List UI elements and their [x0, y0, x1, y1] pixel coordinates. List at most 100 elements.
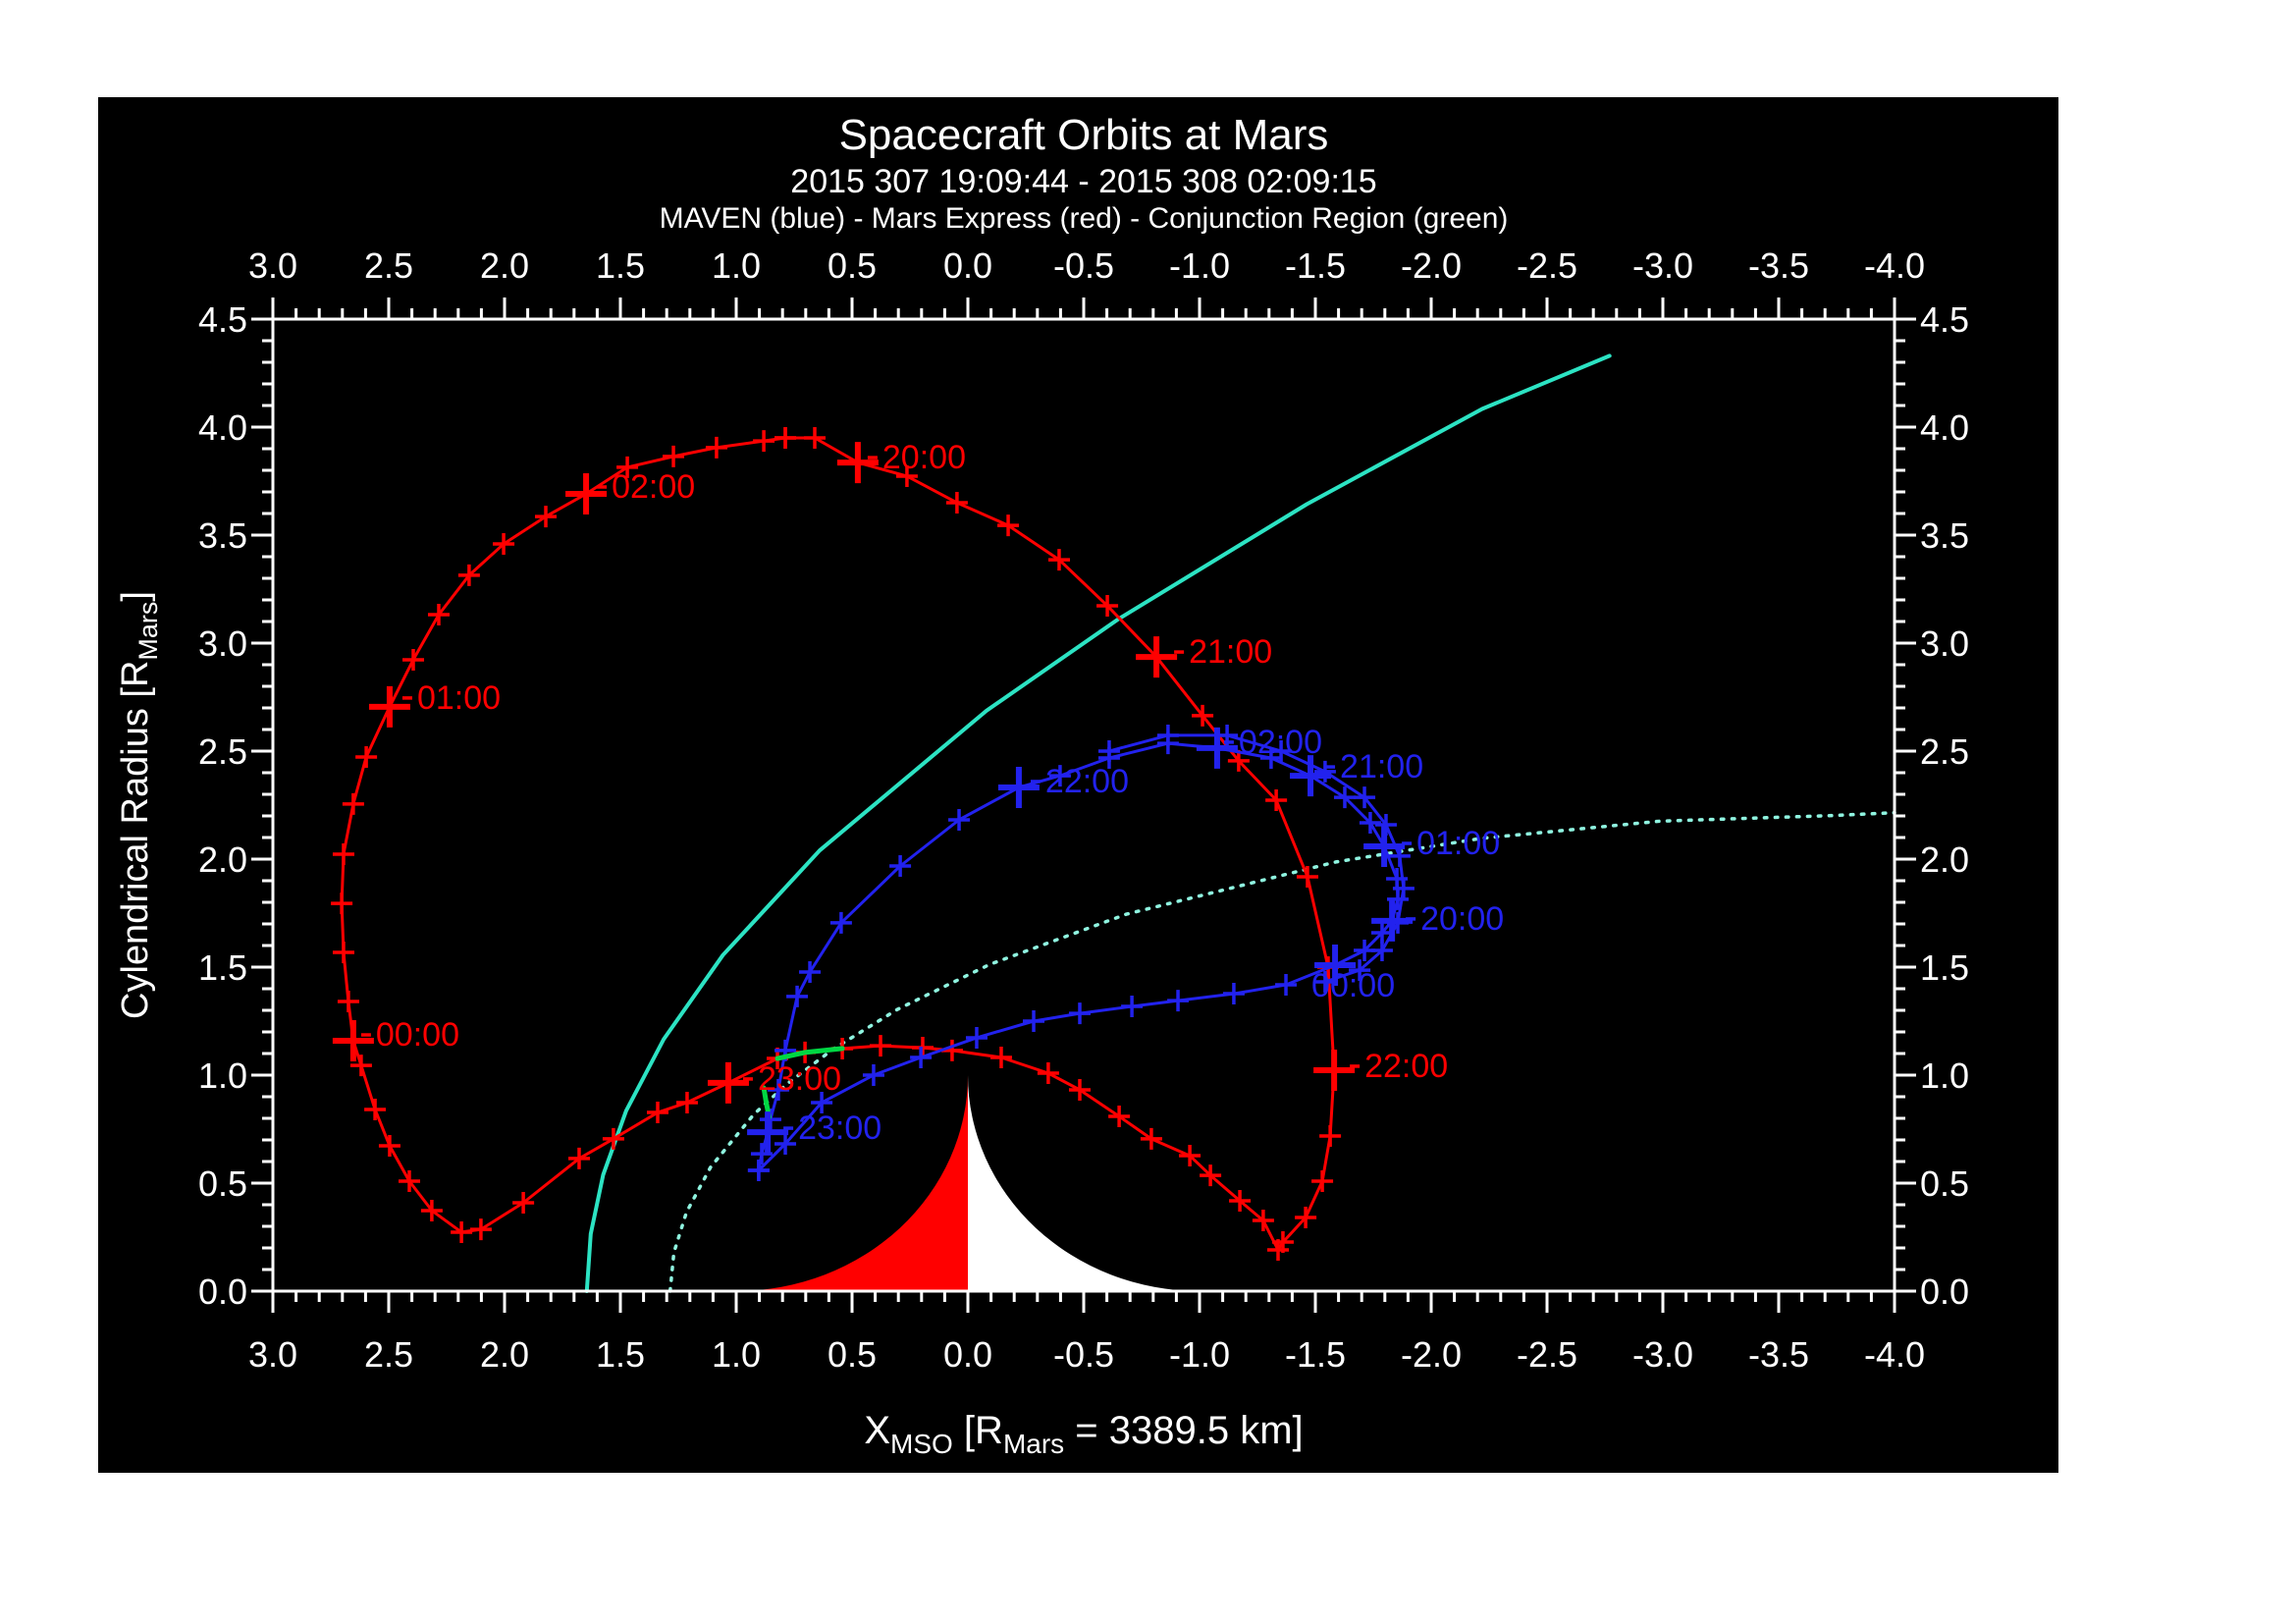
ten-minute-tick-mark: [512, 1192, 535, 1215]
ten-minute-tick-mark: [646, 1102, 668, 1124]
mars-dayside: [736, 1075, 968, 1291]
hour-tick-mark: [1196, 727, 1238, 769]
ten-minute-tick-mark: [1068, 1002, 1091, 1025]
chart-subtitle: 2015 307 19:09:44 - 2015 308 02:09:15: [790, 163, 1376, 200]
ten-minute-tick-mark: [567, 1147, 590, 1169]
ten-minute-tick-mark: [1392, 877, 1415, 899]
x-tick-label-top: 0.0: [943, 245, 992, 286]
x-tick-label-top: 0.5: [828, 245, 877, 286]
x-tick-label-bottom: -3.0: [1632, 1334, 1693, 1375]
ten-minute-tick-mark: [1313, 760, 1336, 783]
data-layer: 20:0021:0022:0023:0000:0001:0002:0020:00…: [331, 353, 1896, 1293]
y-tick-label-right: 3.0: [1920, 623, 1969, 664]
y-tick-label-left: 2.0: [198, 839, 247, 880]
hour-tick-mark: [332, 1020, 374, 1062]
time-label: 00:00: [1311, 967, 1395, 1004]
ten-minute-tick-mark: [402, 648, 425, 671]
ten-minute-tick-mark: [1037, 1062, 1059, 1085]
ten-minute-tick-mark: [342, 792, 364, 815]
ten-minute-tick-mark: [829, 911, 852, 934]
y-tick-label-right: 3.5: [1920, 515, 1969, 556]
x-tick-label-top: -4.0: [1864, 245, 1925, 286]
time-label: 20:00: [882, 439, 966, 476]
x-tick-label-bottom: -4.0: [1864, 1334, 1925, 1375]
time-label: 01:00: [1416, 825, 1500, 862]
ten-minute-tick-mark: [862, 1064, 884, 1086]
maven-hour-labels: 20:00 21:00 22:00 23:00 00:00 01:00 02:00: [747, 724, 1504, 1154]
x-tick-label-top: 1.5: [596, 245, 645, 286]
x-tick-label-bottom: -2.0: [1401, 1334, 1462, 1375]
ten-minute-tick-mark: [1295, 1206, 1317, 1228]
hour-tick-mark: [368, 685, 410, 728]
x-tick-label-bottom: -1.0: [1169, 1334, 1230, 1375]
ten-minute-tick-mark: [1229, 1190, 1252, 1213]
ten-minute-tick-mark: [1270, 740, 1293, 762]
y-tick-label-left: 1.0: [198, 1055, 247, 1096]
ten-minute-tick-mark: [378, 1134, 400, 1157]
time-label: 20:00: [1420, 900, 1504, 938]
ten-minute-tick-mark: [602, 1127, 624, 1150]
y-tick-label-right: 1.5: [1920, 947, 1969, 988]
time-label: 23:00: [798, 1109, 881, 1147]
ten-minute-tick-mark: [786, 985, 809, 1007]
ten-minute-tick-mark: [675, 1091, 698, 1113]
ten-minute-tick-mark: [1354, 786, 1376, 809]
ten-minute-tick-mark: [799, 961, 822, 984]
ten-minute-tick-mark: [1319, 1125, 1342, 1148]
x-tick-label-top: 2.0: [480, 245, 529, 286]
ten-minute-tick-mark: [747, 1160, 770, 1182]
ten-minute-tick-mark: [337, 990, 359, 1012]
ten-minute-tick-mark: [331, 893, 353, 915]
x-tick-label-top: -2.5: [1517, 245, 1577, 286]
ten-minute-tick-mark: [332, 942, 354, 964]
ten-minute-tick-mark: [1068, 1078, 1091, 1101]
ten-minute-tick-mark: [535, 506, 558, 528]
x-tick-label-bottom: -2.5: [1517, 1334, 1577, 1375]
hour-tick-mark: [1314, 945, 1357, 987]
y-tick-label-right: 2.5: [1920, 731, 1969, 772]
ten-minute-tick-mark: [997, 514, 1020, 537]
ten-minute-tick-mark: [965, 1026, 988, 1049]
ten-minute-tick-mark: [1097, 740, 1120, 762]
y-tick-label-left: 4.0: [198, 407, 247, 448]
y-tick-label-right: 2.0: [1920, 839, 1969, 880]
mars-nightside: [968, 1075, 1200, 1291]
axis-titles-layer: XMSO [RMars = 3389.5 km] Cylendrical Radi…: [115, 591, 1304, 1459]
ten-minute-tick-mark: [804, 427, 827, 449]
time-label: 23:00: [758, 1060, 841, 1098]
y-tick-label-right: 4.0: [1920, 407, 1969, 448]
x-tick-label-bottom: 0.5: [828, 1334, 877, 1375]
time-label: 22:00: [1045, 763, 1129, 800]
ten-minute-tick-mark: [1167, 990, 1190, 1012]
ten-minute-tick-mark: [420, 1199, 443, 1221]
ten-minute-tick-mark: [705, 436, 727, 459]
y-tick-label-left: 2.5: [198, 731, 247, 772]
chart-legend-line: MAVEN (blue) - Mars Express (red) - Conj…: [660, 202, 1509, 235]
y-tick-label-left: 3.5: [198, 515, 247, 556]
ten-minute-tick-mark: [469, 1218, 492, 1241]
ten-minute-tick-mark: [1156, 724, 1179, 746]
ten-minute-tick-mark: [1265, 788, 1288, 811]
ten-minute-tick-mark: [616, 456, 639, 478]
x-tick-label-top: 3.0: [248, 245, 297, 286]
x-tick-label-top: -1.5: [1285, 245, 1346, 286]
x-tick-label-top: -1.0: [1169, 245, 1230, 286]
ten-minute-tick-mark: [774, 427, 797, 449]
ten-minute-tick-mark: [1267, 1238, 1289, 1261]
bow-shock-curve: [584, 353, 1612, 1293]
hour-tick-mark: [747, 1111, 789, 1154]
ten-minute-tick-mark: [1047, 549, 1070, 571]
ten-minute-tick-mark: [349, 1055, 372, 1077]
x-tick-label-top: 1.0: [712, 245, 761, 286]
plot-background: [98, 97, 2058, 1473]
time-label: 02:00: [1239, 724, 1322, 761]
mars-express-hour-labels: 20:00 21:00 22:00 23:00 00:00 01:00 02:00: [332, 439, 1448, 1104]
y-tick-label-right: 1.0: [1920, 1055, 1969, 1096]
ten-minute-tick-mark: [1048, 765, 1071, 787]
ten-minute-tick-mark: [1192, 704, 1214, 727]
ten-minute-tick-mark: [663, 445, 685, 467]
x-tick-label-bottom: -1.5: [1285, 1334, 1346, 1375]
y-tick-label-left: 1.5: [198, 947, 247, 988]
ten-minute-tick-mark: [767, 1078, 789, 1101]
